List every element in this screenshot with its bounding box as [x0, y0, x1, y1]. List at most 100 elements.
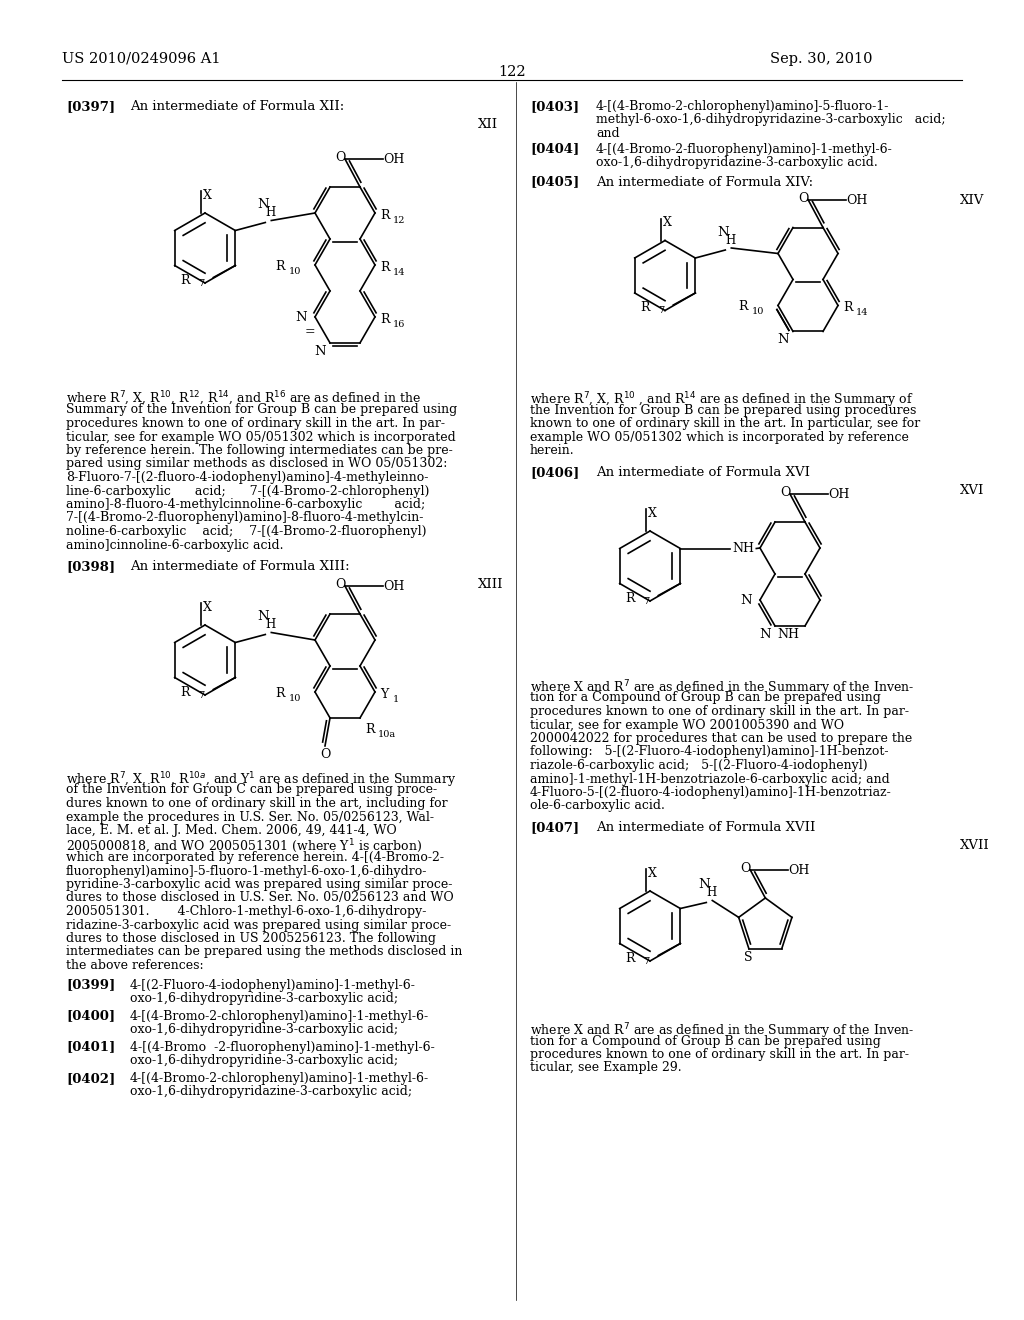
Text: 4-[(2-Fluoro-4-iodophenyl)amino]-1-methyl-6-: 4-[(2-Fluoro-4-iodophenyl)amino]-1-methy… [130, 978, 416, 991]
Text: An intermediate of Formula XII:: An intermediate of Formula XII: [130, 100, 344, 114]
Text: 7: 7 [658, 306, 665, 315]
Text: R: R [275, 686, 285, 700]
Text: N: N [777, 334, 788, 346]
Text: 12: 12 [393, 216, 406, 224]
Text: Sep. 30, 2010: Sep. 30, 2010 [770, 51, 872, 66]
Text: X: X [203, 189, 212, 202]
Text: XVI: XVI [961, 484, 984, 498]
Text: ole-6-carboxylic acid.: ole-6-carboxylic acid. [530, 800, 665, 813]
Text: [0400]: [0400] [66, 1010, 115, 1023]
Text: dures known to one of ordinary skill in the art, including for: dures known to one of ordinary skill in … [66, 797, 447, 810]
Text: 4-[(4-Bromo  -2-fluorophenyl)amino]-1-methyl-6-: 4-[(4-Bromo -2-fluorophenyl)amino]-1-met… [130, 1040, 435, 1053]
Text: H: H [265, 619, 275, 631]
Text: pared using similar methods as disclosed in WO 05/051302:: pared using similar methods as disclosed… [66, 458, 447, 470]
Text: US 2010/0249096 A1: US 2010/0249096 A1 [62, 51, 220, 66]
Text: noline-6-carboxylic    acid;    7-[(4-Bromo-2-fluorophenyl): noline-6-carboxylic acid; 7-[(4-Bromo-2-… [66, 525, 427, 539]
Text: N: N [759, 628, 771, 642]
Text: 8-Fluoro-7-[(2-fluoro-4-iodophenyl)amino]-4-methyleinno-: 8-Fluoro-7-[(2-fluoro-4-iodophenyl)amino… [66, 471, 428, 484]
Text: ticular, see Example 29.: ticular, see Example 29. [530, 1061, 682, 1074]
Text: dures to those disclosed in US 2005256123. The following: dures to those disclosed in US 200525612… [66, 932, 436, 945]
Text: [0397]: [0397] [66, 100, 115, 114]
Text: oxo-1,6-dihydropyridazine-3-carboxylic acid.: oxo-1,6-dihydropyridazine-3-carboxylic a… [596, 156, 878, 169]
Text: R: R [843, 301, 853, 314]
Text: [0404]: [0404] [530, 143, 580, 156]
Text: [0407]: [0407] [530, 821, 580, 834]
Text: 4-[(4-Bromo-2-chlorophenyl)amino]-1-methyl-6-: 4-[(4-Bromo-2-chlorophenyl)amino]-1-meth… [130, 1010, 429, 1023]
Text: riazole-6-carboxylic acid;   5-[(2-Fluoro-4-iodophenyl): riazole-6-carboxylic acid; 5-[(2-Fluoro-… [530, 759, 867, 772]
Text: where X and R$^7$ are as defined in the Summary of the Inven-: where X and R$^7$ are as defined in the … [530, 678, 914, 697]
Text: R: R [180, 273, 189, 286]
Text: [0405]: [0405] [530, 176, 580, 189]
Text: dures to those disclosed in U.S. Ser. No. 05/0256123 and WO: dures to those disclosed in U.S. Ser. No… [66, 891, 454, 904]
Text: =: = [305, 325, 315, 338]
Text: 7: 7 [643, 597, 649, 606]
Text: O: O [319, 748, 331, 760]
Text: [0406]: [0406] [530, 466, 580, 479]
Text: OH: OH [383, 153, 404, 166]
Text: 122: 122 [499, 65, 525, 79]
Text: XII: XII [478, 117, 498, 131]
Text: NH: NH [732, 543, 755, 556]
Text: R: R [380, 261, 389, 275]
Text: the Invention for Group B can be prepared using procedures: the Invention for Group B can be prepare… [530, 404, 916, 417]
Text: [0403]: [0403] [530, 100, 580, 114]
Text: example the procedures in U.S. Ser. No. 05/0256123, Wal-: example the procedures in U.S. Ser. No. … [66, 810, 434, 824]
Text: ticular, see for example WO 2001005390 and WO: ticular, see for example WO 2001005390 a… [530, 718, 844, 731]
Text: R: R [380, 209, 389, 222]
Text: 10: 10 [752, 308, 764, 317]
Text: amino]-8-fluoro-4-methylcinnoline-6-carboxylic        acid;: amino]-8-fluoro-4-methylcinnoline-6-carb… [66, 498, 425, 511]
Text: X: X [663, 216, 672, 230]
Text: XIII: XIII [478, 578, 504, 591]
Text: 7: 7 [199, 690, 205, 700]
Text: where X and R$^7$ are as defined in the Summary of the Inven-: where X and R$^7$ are as defined in the … [530, 1020, 914, 1040]
Text: 2005000818, and WO 2005051301 (where Y$^1$ is carbon): 2005000818, and WO 2005051301 (where Y$^… [66, 837, 423, 855]
Text: NH: NH [777, 628, 799, 642]
Text: oxo-1,6-dihydropyridine-3-carboxylic acid;: oxo-1,6-dihydropyridine-3-carboxylic aci… [130, 993, 398, 1005]
Text: OH: OH [828, 488, 849, 502]
Text: OH: OH [846, 194, 867, 206]
Text: 10: 10 [289, 267, 301, 276]
Text: where R$^7$, X, R$^{10}$, R$^{12}$, R$^{14}$, and R$^{16}$ are as defined in the: where R$^7$, X, R$^{10}$, R$^{12}$, R$^{… [66, 389, 421, 408]
Text: R: R [380, 313, 389, 326]
Text: X: X [203, 601, 212, 614]
Text: O: O [740, 862, 751, 875]
Text: amino]cinnoline-6-carboxylic acid.: amino]cinnoline-6-carboxylic acid. [66, 539, 284, 552]
Text: 14: 14 [393, 268, 406, 277]
Text: 7-[(4-Bromo-2-fluorophenyl)amino]-8-fluoro-4-methylcin-: 7-[(4-Bromo-2-fluorophenyl)amino]-8-fluo… [66, 511, 423, 524]
Text: 10: 10 [289, 694, 301, 704]
Text: R: R [626, 591, 635, 605]
Text: of the Invention for Group C can be prepared using proce-: of the Invention for Group C can be prep… [66, 784, 437, 796]
Text: 2005051301.       4-Chloro-1-methyl-6-oxo-1,6-dihydropy-: 2005051301. 4-Chloro-1-methyl-6-oxo-1,6-… [66, 906, 426, 917]
Text: An intermediate of Formula XIII:: An intermediate of Formula XIII: [130, 560, 349, 573]
Text: which are incorporated by reference herein. 4-[(4-Bromo-2-: which are incorporated by reference here… [66, 851, 444, 865]
Text: XIV: XIV [961, 194, 984, 206]
Text: pyridine-3-carboxylic acid was prepared using similar proce-: pyridine-3-carboxylic acid was prepared … [66, 878, 453, 891]
Text: 4-[(4-Bromo-2-chlorophenyl)amino]-1-methyl-6-: 4-[(4-Bromo-2-chlorophenyl)amino]-1-meth… [130, 1072, 429, 1085]
Text: R: R [275, 260, 285, 273]
Text: [0402]: [0402] [66, 1072, 116, 1085]
Text: 4-[(4-Bromo-2-fluorophenyl)amino]-1-methyl-6-: 4-[(4-Bromo-2-fluorophenyl)amino]-1-meth… [596, 143, 893, 156]
Text: [0399]: [0399] [66, 978, 116, 991]
Text: OH: OH [788, 865, 810, 876]
Text: 1: 1 [393, 694, 399, 704]
Text: methyl-6-oxo-1,6-dihydropyridazine-3-carboxylic   acid;: methyl-6-oxo-1,6-dihydropyridazine-3-car… [596, 114, 945, 127]
Text: O: O [335, 578, 345, 591]
Text: 10a: 10a [378, 730, 396, 739]
Text: R: R [180, 685, 189, 698]
Text: Y: Y [380, 688, 388, 701]
Text: oxo-1,6-dihydropyridazine-3-carboxylic acid;: oxo-1,6-dihydropyridazine-3-carboxylic a… [130, 1085, 412, 1098]
Text: 4-[(4-Bromo-2-chlorophenyl)amino]-5-fluoro-1-: 4-[(4-Bromo-2-chlorophenyl)amino]-5-fluo… [596, 100, 890, 114]
Text: by reference herein. The following intermediates can be pre-: by reference herein. The following inter… [66, 444, 453, 457]
Text: 14: 14 [856, 309, 868, 318]
Text: O: O [798, 191, 808, 205]
Text: procedures known to one of ordinary skill in the art. In par-: procedures known to one of ordinary skil… [530, 705, 909, 718]
Text: 16: 16 [393, 319, 406, 329]
Text: R: R [626, 952, 635, 965]
Text: N: N [717, 226, 729, 239]
Text: ticular, see for example WO 05/051302 which is incorporated: ticular, see for example WO 05/051302 wh… [66, 430, 456, 444]
Text: N: N [295, 312, 306, 323]
Text: following:   5-[(2-Fluoro-4-iodophenyl)amino]-1H-benzot-: following: 5-[(2-Fluoro-4-iodophenyl)ami… [530, 746, 889, 759]
Text: R: R [738, 301, 748, 313]
Text: tion for a Compound of Group B can be prepared using: tion for a Compound of Group B can be pr… [530, 692, 881, 705]
Text: fluorophenyl)amino]-5-fluoro-1-methyl-6-oxo-1,6-dihydro-: fluorophenyl)amino]-5-fluoro-1-methyl-6-… [66, 865, 427, 878]
